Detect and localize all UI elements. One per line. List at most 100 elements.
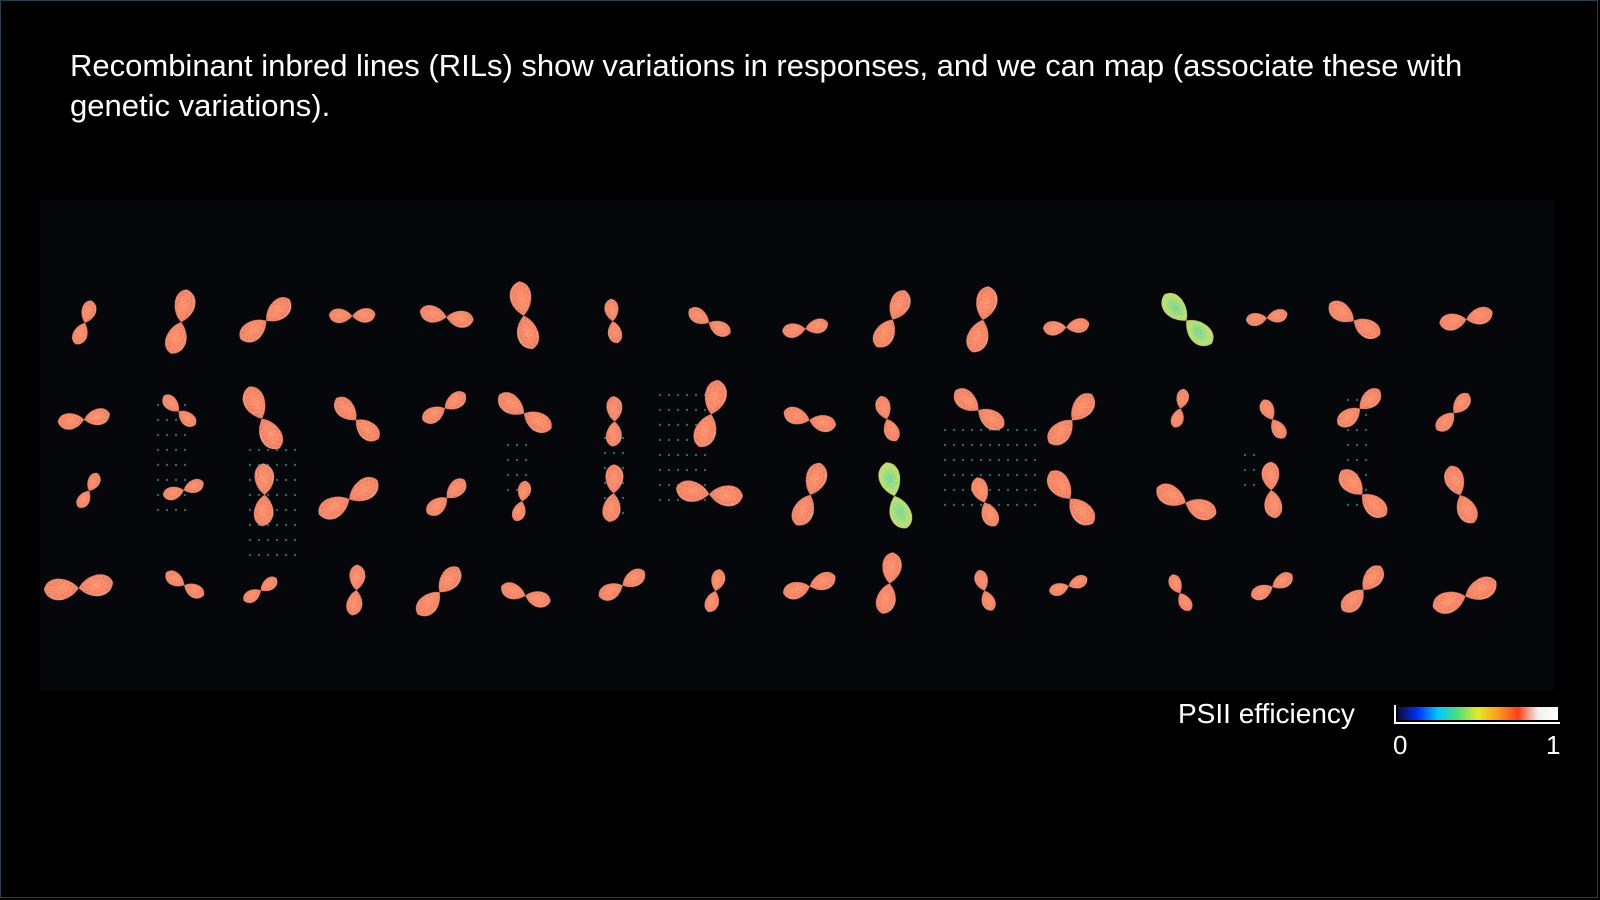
well-marker [658,393,662,397]
well-marker [156,403,160,407]
well-marker [658,423,662,427]
well-marker [621,436,625,440]
cotyledon-leaf [242,386,266,419]
well-marker [1006,458,1010,462]
well-marker [284,448,288,452]
cotyledon-leaf [438,566,462,593]
cotyledon-leaf [875,583,896,614]
well-marker [961,503,965,507]
cotyledon-leaf [606,421,622,447]
legend-min-label: 0 [1393,730,1408,760]
cotyledon-leaf [704,591,719,612]
well-marker [943,428,947,432]
well-marker [970,443,974,447]
well-marker [293,493,297,497]
seedling [328,308,376,323]
cotyledon-leaf [1435,412,1455,432]
well-marker [506,488,510,492]
seedling [598,568,646,601]
seedling [509,281,540,350]
well-marker [1015,428,1019,432]
seedling [974,569,996,611]
well-marker [183,403,187,407]
well-marker [248,553,252,557]
seedling [426,478,467,516]
seedling [1259,399,1287,439]
empty-well-markers [156,393,1368,557]
cotyledon-leaf [349,476,379,502]
well-marker [1033,473,1037,477]
cotyledon-leaf [883,419,900,442]
cotyledon-leaf [1245,312,1267,327]
well-marker [174,433,178,437]
well-marker [961,473,965,477]
well-marker [685,468,689,472]
cotyledon-leaf [1161,292,1188,321]
cotyledon-leaf [607,321,623,344]
plant-image-panel [40,200,1555,690]
well-marker [183,433,187,437]
well-marker [676,468,680,472]
well-marker [1015,488,1019,492]
well-marker [266,538,270,542]
well-marker [952,473,956,477]
seedling-group [43,281,1497,617]
well-marker [1033,443,1037,447]
well-marker [685,408,689,412]
well-marker [156,493,160,497]
cotyledon-leaf [318,496,350,520]
cotyledon-leaf [782,323,806,338]
well-marker [266,493,270,497]
cotyledon-leaf [1049,583,1069,597]
seedling [43,574,113,601]
cotyledon-leaf [1047,470,1072,499]
well-marker [275,553,279,557]
cotyledon-leaf [1178,593,1193,611]
cotyledon-leaf [1176,388,1189,409]
well-marker [515,473,519,477]
well-marker [621,511,625,515]
well-marker [1252,453,1256,457]
seedling [497,392,552,433]
well-marker [1364,443,1368,447]
well-marker [275,523,279,527]
cotyledon-leaf [355,419,380,442]
well-marker [703,468,707,472]
well-marker [1355,458,1359,462]
cotyledon-leaf [1069,498,1095,526]
well-marker [667,423,671,427]
cotyledon-leaf [705,380,727,415]
well-marker [165,463,169,467]
seedling [239,297,292,343]
cotyledon-leaf [165,322,187,354]
cotyledon-leaf [978,408,1005,431]
well-marker [988,443,992,447]
cotyledon-leaf [954,388,979,411]
well-marker [156,508,160,512]
seedling [1047,393,1096,446]
cotyledon-leaf [517,315,540,350]
cotyledon-leaf [43,578,79,601]
cotyledon-leaf [875,396,891,420]
well-marker [293,508,297,512]
well-marker [293,553,297,557]
well-marker [1355,503,1359,507]
well-marker [1364,473,1368,477]
well-marker [524,473,528,477]
well-marker [952,503,956,507]
well-marker [248,523,252,527]
well-marker [257,448,261,452]
cotyledon-leaf [509,281,532,316]
seedling [676,480,743,507]
cotyledon-leaf [622,568,646,587]
well-marker [1033,428,1037,432]
well-marker [943,473,947,477]
well-marker [667,483,671,487]
well-marker [1346,443,1350,447]
cotyledon-leaf [1168,574,1182,594]
seedling [419,305,474,328]
well-marker [257,553,261,557]
well-marker [621,496,625,500]
well-marker [1252,483,1256,487]
well-marker [667,408,671,412]
